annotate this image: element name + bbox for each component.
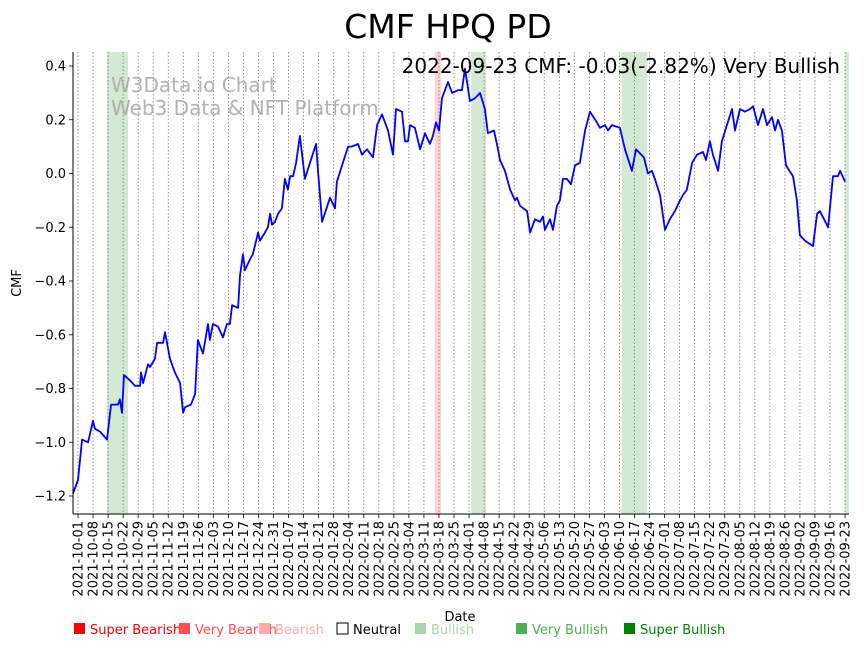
- cmf-series-line: [73, 69, 845, 494]
- x-tick-label: 2022-04-29: [523, 521, 538, 597]
- x-tick-label: 2022-06-17: [628, 521, 643, 597]
- x-tick-label: 2022-01-28: [327, 521, 342, 597]
- x-tick-label: 2022-08-26: [778, 521, 793, 597]
- legend-label: Very Bullish: [532, 623, 608, 638]
- x-tick-label: 2021-12-03: [207, 521, 222, 597]
- x-tick-label: 2022-05-13: [553, 521, 568, 597]
- x-tick-label: 2021-11-12: [162, 521, 177, 597]
- legend-label: Bullish: [431, 623, 474, 638]
- y-tick-label: 0.4: [45, 60, 66, 75]
- x-tick-label: 2022-03-18: [432, 521, 447, 597]
- legend-swatch-bullish: [415, 623, 426, 634]
- y-tick-label: −0.4: [34, 275, 66, 290]
- x-tick-label: 2021-12-10: [222, 521, 237, 597]
- x-tick-label: 2022-07-15: [688, 521, 703, 597]
- x-tick-label: 2022-02-11: [357, 521, 372, 597]
- x-tick-label: 2021-10-15: [102, 521, 117, 597]
- y-tick-label: 0.0: [45, 167, 66, 182]
- x-tick-label: 2022-08-19: [763, 521, 778, 597]
- x-tick-label: 2022-07-01: [658, 521, 673, 597]
- x-tick-label: 2021-12-17: [237, 521, 252, 597]
- x-tick-label: 2022-03-11: [417, 521, 432, 597]
- x-tick-label: 2022-07-22: [703, 521, 718, 597]
- legend-swatch-neutral: [337, 623, 348, 634]
- legend-label: Bearish: [275, 623, 324, 638]
- x-tick-label: 2022-09-16: [824, 521, 839, 597]
- y-axis-label: CMF: [10, 269, 25, 297]
- legend-swatch-bearish: [259, 623, 270, 634]
- x-tick-label: 2021-11-05: [147, 521, 162, 597]
- watermark-line-1: W3Data.io Chart: [111, 73, 277, 97]
- x-tick-label: 2022-04-08: [478, 521, 493, 597]
- x-tick-label: 2021-12-31: [267, 521, 282, 597]
- legend-swatch-super-bullish: [624, 623, 635, 634]
- x-tick-label: 2022-03-04: [402, 521, 417, 597]
- x-tick-label: 2022-07-08: [673, 521, 688, 597]
- x-tick-label: 2022-04-01: [463, 521, 478, 597]
- y-tick-label: −0.2: [34, 221, 66, 236]
- legend-label: Super Bearish: [90, 623, 181, 638]
- y-tick-label: 0.2: [45, 113, 66, 128]
- legend-swatch-very-bullish: [516, 623, 527, 634]
- y-ticks: −1.2 −1.0 −0.8 −0.6 −0.4 −0.2 0.0 0.2 0.4: [34, 60, 73, 505]
- x-tick-label: 2021-10-22: [117, 521, 132, 597]
- x-tick-label: 2021-10-29: [132, 521, 147, 597]
- x-tick-label: 2021-12-24: [252, 521, 267, 597]
- x-tick-label: 2021-10-01: [72, 521, 87, 597]
- x-tick-label: 2022-06-24: [643, 521, 658, 597]
- x-tick-label: 2022-09-23: [839, 521, 854, 597]
- legend-label: Neutral: [353, 623, 401, 638]
- x-tick-label: 2022-02-18: [372, 521, 387, 597]
- x-tick-label: 2022-03-25: [448, 521, 463, 597]
- x-tick-label: 2022-05-20: [568, 521, 583, 597]
- x-tick-label: 2022-01-21: [312, 521, 327, 597]
- x-tick-label: 2022-06-10: [613, 521, 628, 597]
- latest-value-annotation: 2022-09-23 CMF: -0.03(-2.82%) Very Bulli…: [402, 54, 840, 78]
- y-tick-label: −0.6: [34, 328, 66, 343]
- y-tick-label: −1.2: [34, 490, 66, 505]
- x-tick-label: 2021-11-19: [177, 521, 192, 597]
- x-tick-label: 2022-01-07: [282, 521, 297, 597]
- axes: [73, 52, 849, 514]
- x-tick-label: 2022-08-05: [733, 521, 748, 597]
- highlight-region-bullish: [107, 52, 128, 514]
- x-tick-label: 2022-01-14: [297, 521, 312, 597]
- legend-swatch-very-bearish: [179, 623, 190, 634]
- x-tick-label: 2022-04-15: [493, 521, 508, 597]
- vertical-gridlines: [78, 52, 845, 514]
- x-tick-label: 2022-02-04: [342, 521, 357, 597]
- x-tick-label: 2022-05-27: [583, 521, 598, 597]
- series-layer: [73, 69, 845, 494]
- y-tick-label: −0.8: [34, 382, 66, 397]
- x-tick-label: 2022-07-29: [718, 521, 733, 597]
- x-tick-label: 2022-04-22: [508, 521, 523, 597]
- y-tick-label: −1.0: [34, 436, 66, 451]
- x-tick-label: 2022-05-06: [538, 521, 553, 597]
- highlight-region-bullish: [845, 52, 849, 514]
- x-tick-label: 2022-06-03: [598, 521, 613, 597]
- x-tick-label: 2021-10-08: [87, 521, 102, 597]
- x-tick-label: 2021-11-26: [192, 521, 207, 597]
- legend-label: Super Bullish: [640, 623, 725, 638]
- x-tick-label: 2022-08-12: [748, 521, 763, 597]
- watermark-line-2: Web3 Data & NFT Platform: [111, 96, 379, 120]
- x-tick-label: 2022-09-09: [808, 521, 823, 597]
- chart-title: CMF HPQ PD: [344, 7, 551, 46]
- x-tick-label: 2022-09-02: [793, 521, 808, 597]
- x-tick-label: 2022-02-25: [387, 521, 402, 597]
- legend-swatch-super-bearish: [74, 623, 85, 634]
